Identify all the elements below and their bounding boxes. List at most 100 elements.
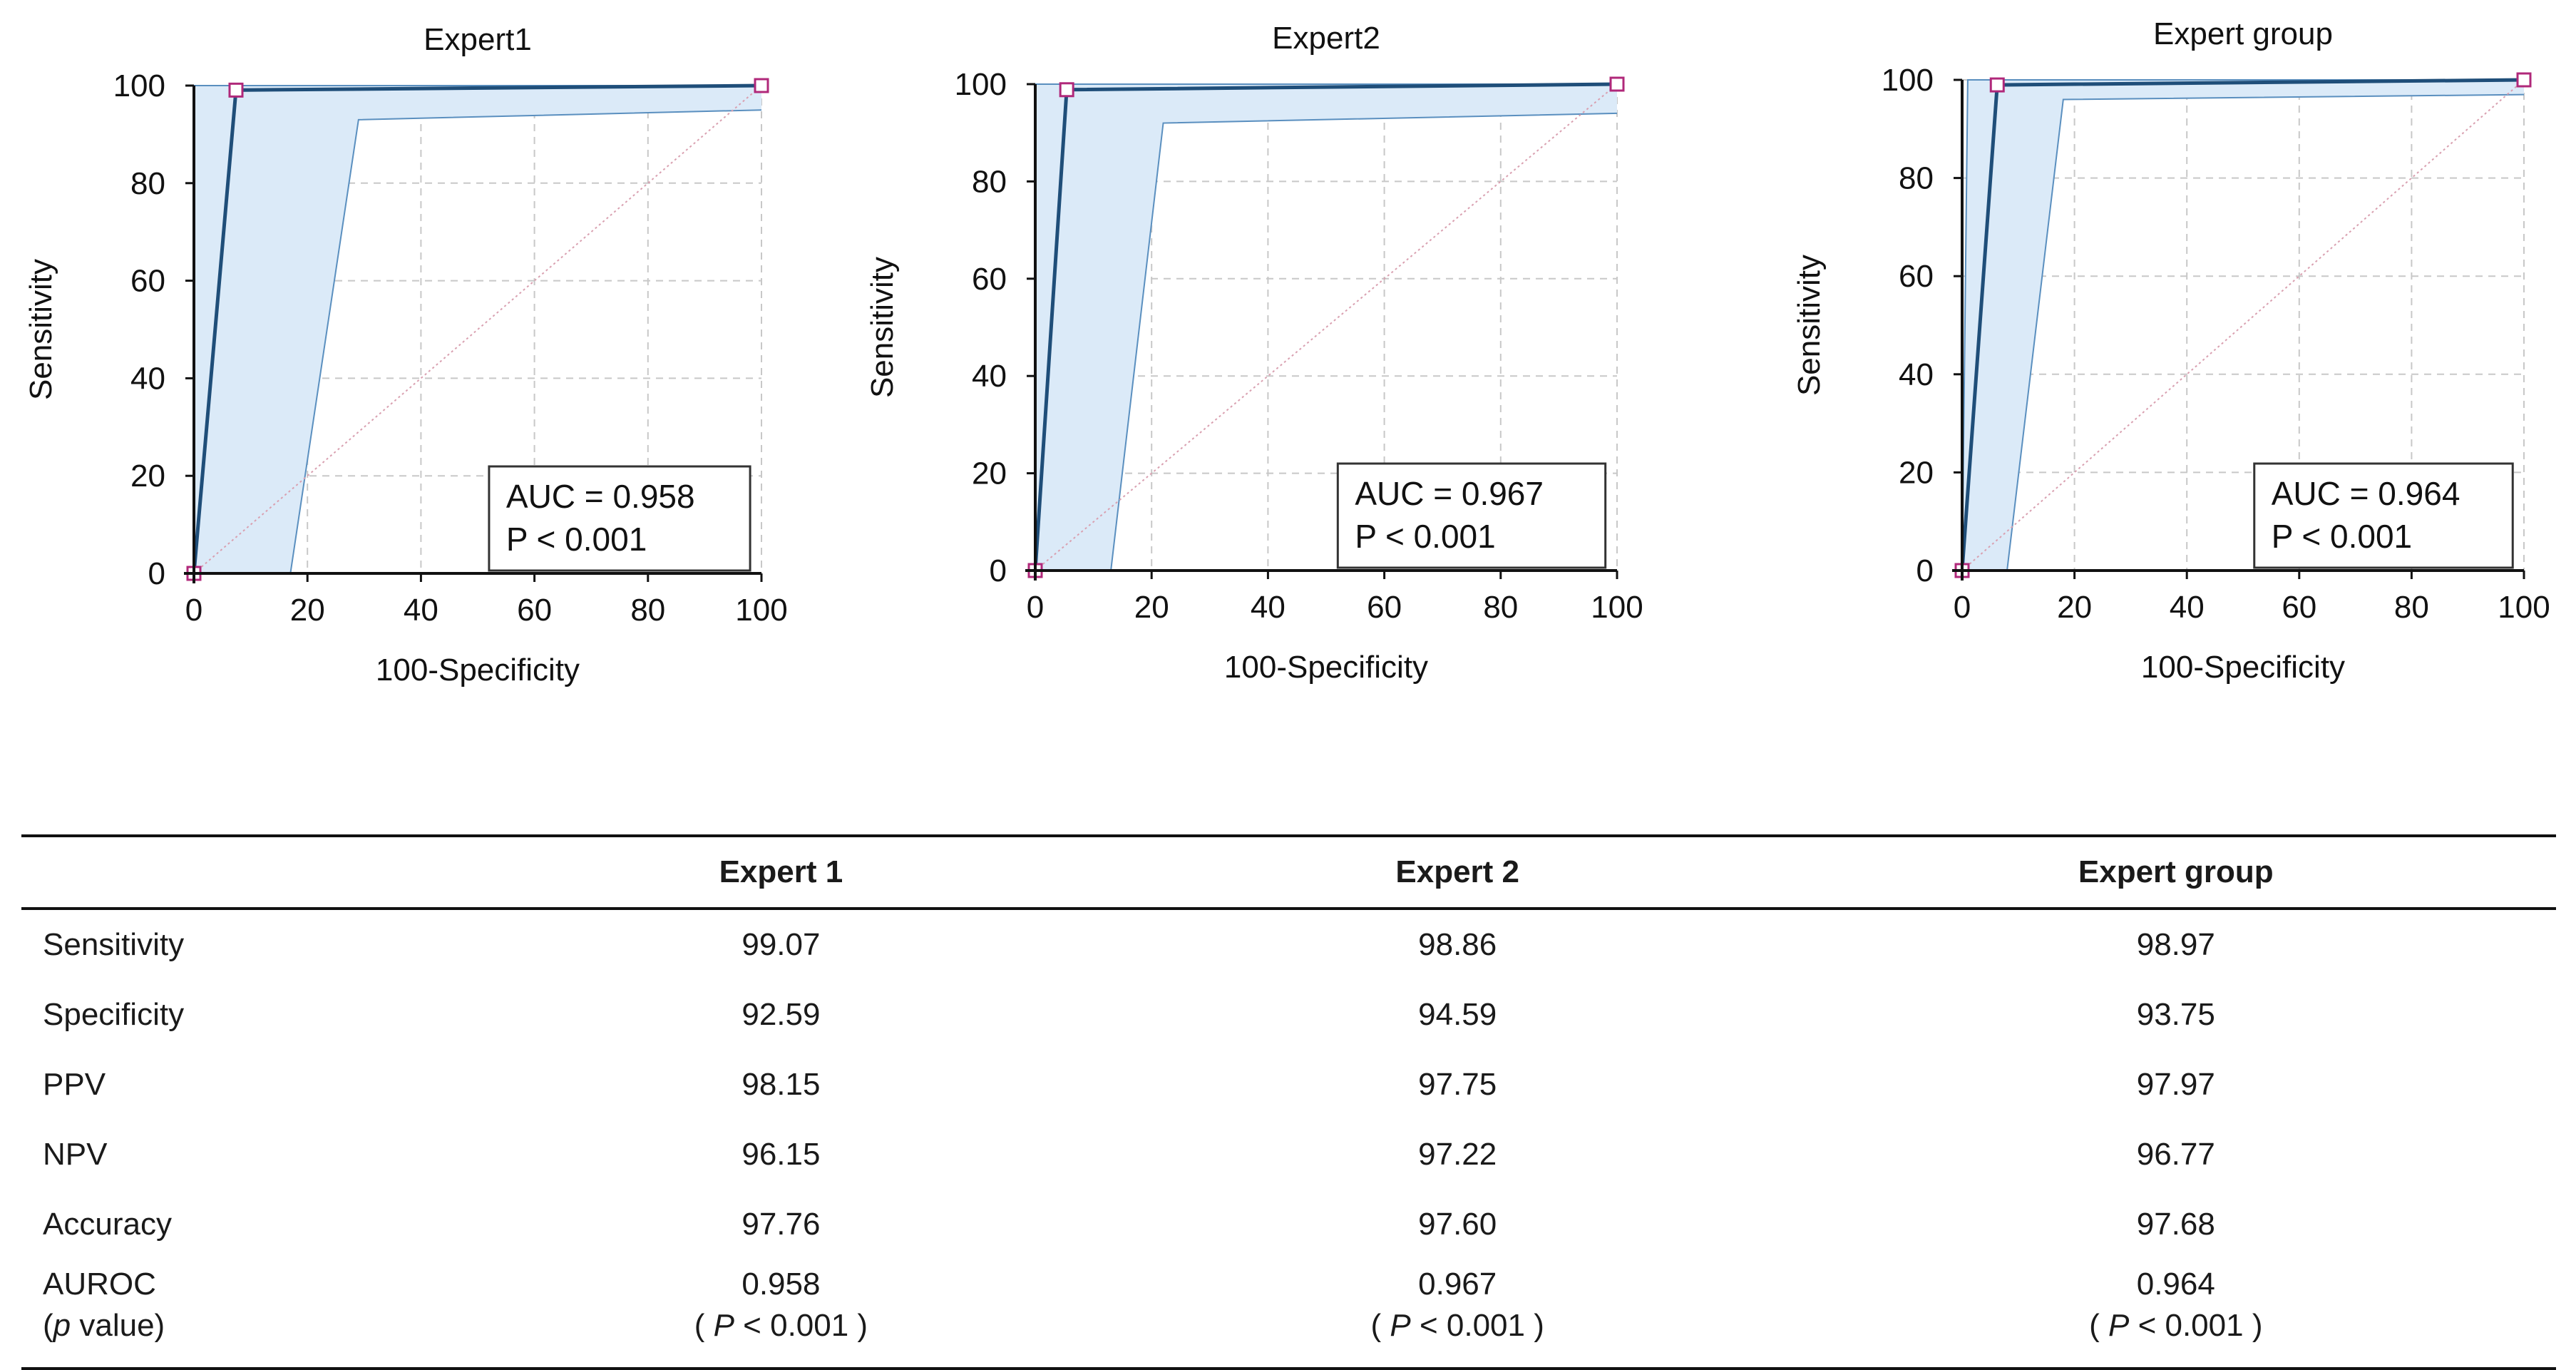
p-letter: P bbox=[1390, 1308, 1411, 1343]
auroc-p: ( P < 0.001 ) bbox=[1120, 1308, 1795, 1344]
p-italic: p bbox=[53, 1308, 71, 1343]
y-tick-label: 20 bbox=[972, 456, 1007, 491]
table-row-auroc: AUROC (p value) 0.958 ( P < 0.001 ) 0.96… bbox=[21, 1259, 2556, 1369]
x-tick-label: 60 bbox=[517, 593, 552, 628]
auroc-value: 0.964 bbox=[2136, 1267, 2215, 1302]
table-row: Sensitivity 99.07 98.86 98.97 bbox=[21, 909, 2556, 980]
x-tick-label: 60 bbox=[2282, 590, 2316, 625]
y-tick-label: 0 bbox=[1916, 553, 1934, 588]
row-label-auroc: AUROC (p value) bbox=[21, 1259, 443, 1369]
ci-lower-line bbox=[1110, 112, 1618, 571]
row-label: Specificity bbox=[43, 997, 185, 1032]
p-open: ( bbox=[694, 1308, 714, 1343]
x-axis-label: 100-Specificity bbox=[376, 653, 580, 687]
auc-value-label: AUC = 0.964 bbox=[2272, 475, 2460, 512]
cell-value: 97.75 bbox=[1418, 1067, 1497, 1102]
y-tick-label: 40 bbox=[1899, 357, 1934, 392]
roc-point-marker bbox=[754, 78, 769, 93]
y-axis-label: Sensitivity bbox=[24, 259, 58, 400]
x-tick-label: 20 bbox=[2057, 590, 2092, 625]
x-tick-label: 80 bbox=[2394, 590, 2429, 625]
y-axis-label: Sensitivity bbox=[865, 257, 900, 398]
y-tick-label: 20 bbox=[1899, 455, 1934, 490]
y-tick-label: 100 bbox=[955, 67, 1007, 102]
y-tick-label: 100 bbox=[1882, 63, 1934, 98]
y-tick-label: 60 bbox=[1899, 259, 1934, 294]
p-letter: P bbox=[713, 1308, 734, 1343]
ci-lower-line bbox=[2006, 93, 2525, 571]
header-expert-group: Expert group bbox=[2078, 854, 2274, 889]
cell-value: 97.22 bbox=[1418, 1137, 1497, 1172]
cell-value: 98.86 bbox=[1418, 927, 1497, 962]
metrics-table: Expert 1 Expert 2 Expert group Sensitivi… bbox=[21, 834, 2556, 1370]
p-rest: < 0.001 ) bbox=[1410, 1308, 1544, 1343]
roc-point-marker bbox=[1989, 77, 2005, 93]
x-axis-label: 100-Specificity bbox=[2141, 650, 2345, 685]
y-tick-label: 60 bbox=[130, 264, 165, 299]
x-tick-label: 0 bbox=[185, 593, 202, 628]
cell-value: 94.59 bbox=[1418, 997, 1497, 1032]
p-open: ( bbox=[1370, 1308, 1390, 1343]
cell-value: 99.07 bbox=[742, 927, 821, 962]
y-tick-label: 80 bbox=[1899, 161, 1934, 196]
table-row: NPV 96.15 97.22 96.77 bbox=[21, 1120, 2556, 1190]
metrics-table-container: Expert 1 Expert 2 Expert group Sensitivi… bbox=[21, 834, 2556, 1370]
table-row: Accuracy 97.76 97.60 97.68 bbox=[21, 1190, 2556, 1259]
y-tick-label: 40 bbox=[130, 361, 165, 396]
y-tick-label: 80 bbox=[972, 164, 1007, 199]
table-row: PPV 98.15 97.75 97.97 bbox=[21, 1050, 2556, 1120]
auroc-p: ( P < 0.001 ) bbox=[443, 1308, 1119, 1344]
reference-diagonal bbox=[1035, 83, 1618, 571]
roc-point-marker bbox=[1059, 82, 1074, 98]
y-tick-label: 80 bbox=[130, 166, 165, 201]
y-tick-label: 0 bbox=[990, 553, 1007, 588]
header-blank bbox=[21, 836, 443, 909]
auroc-sublabel: (p value) bbox=[43, 1308, 442, 1344]
row-label: PPV bbox=[43, 1067, 106, 1102]
cell-value: 97.76 bbox=[742, 1207, 821, 1242]
cell-value: 97.97 bbox=[2136, 1067, 2215, 1102]
x-tick-label: 80 bbox=[630, 593, 665, 628]
cell-value: 96.77 bbox=[2136, 1137, 2215, 1172]
cell-auroc: 0.958 ( P < 0.001 ) bbox=[443, 1259, 1119, 1369]
p-value-label: P < 0.001 bbox=[506, 521, 647, 558]
p-letter: P bbox=[2108, 1308, 2130, 1343]
x-tick-label: 40 bbox=[2170, 590, 2205, 625]
x-tick-label: 20 bbox=[1134, 590, 1169, 625]
auc-annotation-box bbox=[488, 465, 751, 572]
table-row: Specificity 92.59 94.59 93.75 bbox=[21, 980, 2556, 1050]
x-tick-label: 40 bbox=[1251, 590, 1286, 625]
cell-value: 98.97 bbox=[2136, 927, 2215, 962]
auc-annotation-box bbox=[2253, 462, 2514, 569]
row-label: Accuracy bbox=[43, 1207, 172, 1242]
auc-annotation-box bbox=[1336, 462, 1607, 569]
x-tick-label: 100 bbox=[2498, 590, 2550, 625]
confidence-band bbox=[194, 86, 761, 573]
x-tick-label: 40 bbox=[404, 593, 438, 628]
roc-chart-1: 0 20 40 60 80 100 0 20 40 60 80 100 Expert1 100-Speci… bbox=[24, 22, 788, 687]
roc-chart-2: 0 20 40 60 80 100 0 20 40 60 80 100 Expert2 100-Speci… bbox=[865, 21, 1643, 685]
cell-value: 98.15 bbox=[742, 1067, 821, 1102]
chart-title: Expert group bbox=[2153, 16, 2333, 51]
row-label: Sensitivity bbox=[43, 927, 185, 962]
x-tick-label: 60 bbox=[1367, 590, 1402, 625]
roc-charts: 0 20 40 60 80 100 0 20 40 60 80 100 Expert1 100-Speci… bbox=[24, 16, 2550, 687]
cell-value: 97.68 bbox=[2136, 1207, 2215, 1242]
roc-chart-3: 0 20 40 60 80 100 0 20 40 60 80 100 Expert group 100-… bbox=[1792, 16, 2550, 685]
header-expert2: Expert 2 bbox=[1395, 854, 1520, 889]
auroc-value: 0.958 bbox=[742, 1267, 821, 1302]
cell-value: 93.75 bbox=[2136, 997, 2215, 1032]
x-tick-label: 0 bbox=[1027, 590, 1044, 625]
y-tick-label: 0 bbox=[148, 556, 165, 591]
x-tick-label: 100 bbox=[735, 593, 787, 628]
roc-point-marker bbox=[1609, 76, 1625, 92]
y-tick-label: 100 bbox=[113, 68, 165, 103]
header-expert1: Expert 1 bbox=[719, 854, 843, 889]
auc-value-label: AUC = 0.967 bbox=[1355, 475, 1544, 512]
auroc-value: 0.967 bbox=[1418, 1267, 1497, 1302]
paren-open: ( bbox=[43, 1308, 53, 1343]
roc-point-marker bbox=[2516, 72, 2532, 88]
auc-value-label: AUC = 0.958 bbox=[506, 478, 695, 515]
x-tick-label: 100 bbox=[1591, 590, 1643, 625]
chart-title: Expert1 bbox=[424, 22, 532, 57]
